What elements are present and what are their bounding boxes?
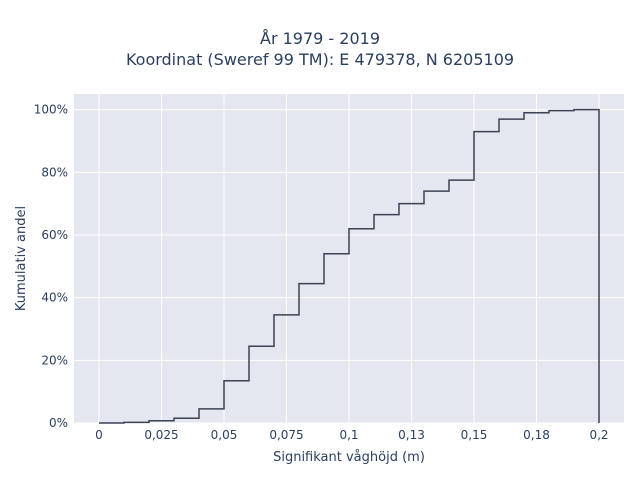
x-tick-label: 0,15 bbox=[461, 428, 488, 442]
chart-subtitle: Koordinat (Sweref 99 TM): E 479378, N 62… bbox=[125, 50, 515, 69]
y-tick-labels: 0% 20% 40% 60% 80% 100% bbox=[34, 103, 68, 430]
y-tick-label: 20% bbox=[41, 353, 68, 367]
x-tick-label: 0,075 bbox=[269, 428, 303, 442]
y-tick-label: 80% bbox=[41, 165, 68, 179]
x-tick-label: 0,13 bbox=[398, 428, 425, 442]
chart-title-block: År 1979 - 2019 Koordinat (Sweref 99 TM):… bbox=[0, 28, 640, 70]
y-tick-label: 0% bbox=[49, 416, 68, 430]
x-tick-label: 0 bbox=[95, 428, 103, 442]
y-tick-label: 100% bbox=[34, 103, 68, 117]
cumulative-step-line bbox=[99, 108, 600, 424]
x-tick-labels: 0 0,025 0,05 0,075 0,1 0,13 0,15 0,18 0,2 bbox=[95, 428, 608, 442]
y-axis-title: Kumulativ andel bbox=[14, 206, 29, 311]
x-tick-label: 0,025 bbox=[144, 428, 178, 442]
series-group bbox=[99, 108, 600, 424]
y-tick-label: 40% bbox=[41, 291, 68, 305]
x-tick-label: 0,2 bbox=[589, 428, 608, 442]
x-tick-label: 0,18 bbox=[523, 428, 550, 442]
x-axis-title: Signifikant våghöjd (m) bbox=[273, 450, 425, 465]
x-tick-label: 0,1 bbox=[339, 428, 358, 442]
x-tick-label: 0,05 bbox=[211, 428, 238, 442]
chart-title: År 1979 - 2019 bbox=[260, 29, 380, 48]
y-tick-label: 60% bbox=[41, 228, 68, 242]
